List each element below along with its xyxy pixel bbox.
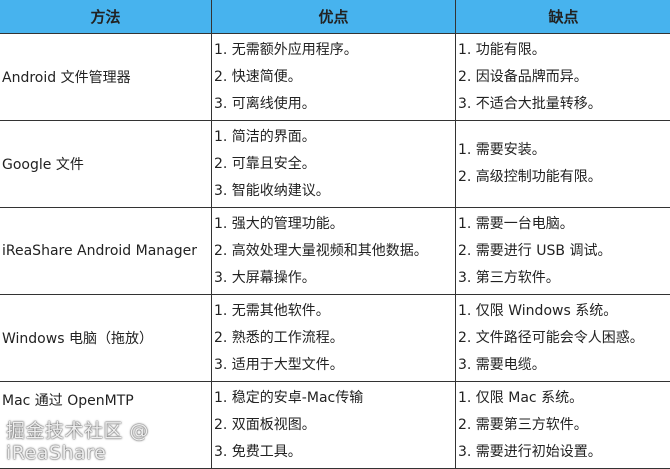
pro-item: 2. 高效处理大量视频和其他数据。: [214, 238, 455, 265]
watermark: 掘金技术社区 @ iReaShare: [6, 420, 206, 464]
table-row: Windows 电脑（拖放）1. 无需其他软件。2. 熟悉的工作流程。3. 适用…: [0, 295, 670, 382]
pro-item: 3. 大屏幕操作。: [214, 265, 455, 292]
pro-item: 3. 智能收纳建议。: [214, 178, 455, 205]
con-item: 1. 仅限 Mac 系统。: [458, 385, 670, 412]
pros-cell: 1. 简洁的界面。2. 可靠且安全。3. 智能收纳建议。: [212, 121, 456, 208]
cons-cell: 1. 需要一台电脑。2. 需要进行 USB 调试。3. 第三方软件。: [456, 208, 670, 295]
pro-item: 2. 快速简便。: [214, 64, 455, 91]
con-item: 2. 需要进行 USB 调试。: [458, 238, 670, 265]
cons-cell: 1. 功能有限。2. 因设备品牌而异。3. 不适合大批量转移。: [456, 34, 670, 121]
pro-item: 3. 可离线使用。: [214, 91, 455, 118]
pro-item: 2. 可靠且安全。: [214, 151, 455, 178]
pros-cell: 1. 无需其他软件。2. 熟悉的工作流程。3. 适用于大型文件。: [212, 295, 456, 382]
con-item: 1. 需要安装。: [458, 137, 670, 164]
pro-item: 3. 适用于大型文件。: [214, 352, 455, 379]
con-item: 2. 文件路径可能会令人困惑。: [458, 325, 670, 352]
pro-item: 1. 简洁的界面。: [214, 124, 455, 151]
con-item: 3. 第三方软件。: [458, 265, 670, 292]
header-cons: 缺点: [456, 0, 670, 34]
header-pros: 优点: [212, 0, 456, 34]
con-item: 1. 仅限 Windows 系统。: [458, 298, 670, 325]
con-item: 3. 需要进行初始设置。: [458, 439, 670, 466]
con-item: 1. 功能有限。: [458, 37, 670, 64]
cons-cell: 1. 仅限 Mac 系统。2. 需要第三方软件。3. 需要进行初始设置。: [456, 382, 670, 469]
pros-cell: 1. 强大的管理功能。2. 高效处理大量视频和其他数据。3. 大屏幕操作。: [212, 208, 456, 295]
con-item: 3. 不适合大批量转移。: [458, 91, 670, 118]
pro-item: 3. 免费工具。: [214, 439, 455, 466]
con-item: 2. 因设备品牌而异。: [458, 64, 670, 91]
pro-item: 1. 无需其他软件。: [214, 298, 455, 325]
header-method: 方法: [0, 0, 212, 34]
con-item: 2. 高级控制功能有限。: [458, 164, 670, 191]
pro-item: 2. 双面板视图。: [214, 412, 455, 439]
method-cell: Android 文件管理器: [0, 34, 212, 121]
con-item: 2. 需要第三方软件。: [458, 412, 670, 439]
pro-item: 1. 强大的管理功能。: [214, 211, 455, 238]
header-row: 方法 优点 缺点: [0, 0, 670, 34]
method-cell: Google 文件: [0, 121, 212, 208]
pro-item: 1. 稳定的安卓-Mac传输: [214, 385, 455, 412]
cons-cell: 1. 仅限 Windows 系统。2. 文件路径可能会令人困惑。3. 需要电缆。: [456, 295, 670, 382]
pros-cell: 1. 无需额外应用程序。2. 快速简便。3. 可离线使用。: [212, 34, 456, 121]
method-cell: iReaShare Android Manager: [0, 208, 212, 295]
cons-cell: 1. 需要安装。2. 高级控制功能有限。: [456, 121, 670, 208]
con-item: 3. 需要电缆。: [458, 352, 670, 379]
pro-item: 2. 熟悉的工作流程。: [214, 325, 455, 352]
pro-item: 1. 无需额外应用程序。: [214, 37, 455, 64]
con-item: 1. 需要一台电脑。: [458, 211, 670, 238]
method-cell: Windows 电脑（拖放）: [0, 295, 212, 382]
